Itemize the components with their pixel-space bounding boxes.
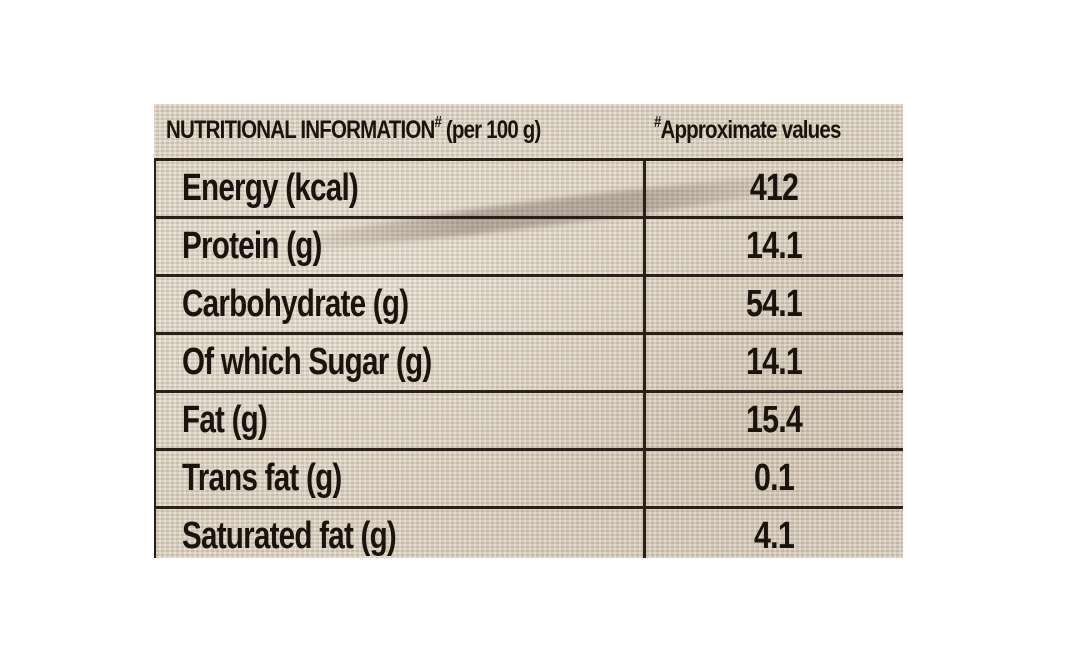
nutrition-table: Energy (kcal) 412 Protein (g) 14.1 Carbo… (154, 161, 903, 558)
nutrient-name: Of which Sugar (g) (182, 341, 432, 383)
table-row: Protein (g) 14.1 (154, 219, 903, 277)
header-note-mark: # (654, 114, 661, 131)
table-row: Of which Sugar (g) 14.1 (154, 335, 903, 393)
nutrient-value: 15.4 (746, 399, 803, 441)
nutrient-name: Carbohydrate (g) (182, 283, 409, 325)
header-title: NUTRITIONAL INFORMATION# (per 100 g) (166, 114, 541, 145)
nutrient-name: Trans fat (g) (182, 457, 342, 499)
nutrition-label: NUTRITIONAL INFORMATION# (per 100 g) #Ap… (154, 104, 903, 558)
table-row: Fat (g) 15.4 (154, 393, 903, 451)
nutrient-value: 14.1 (746, 341, 803, 383)
nutrient-name: Energy (kcal) (182, 167, 359, 209)
table-row: Energy (kcal) 412 (154, 161, 903, 219)
table-row: Carbohydrate (g) 54.1 (154, 277, 903, 335)
nutrient-value: 4.1 (754, 515, 795, 557)
table-header: NUTRITIONAL INFORMATION# (per 100 g) #Ap… (154, 104, 903, 161)
table-row: Trans fat (g) 0.1 (154, 451, 903, 509)
header-title-mark: # (434, 114, 441, 131)
column-divider (643, 161, 646, 558)
table-left-border (154, 161, 156, 558)
nutrient-value: 14.1 (746, 225, 803, 267)
header-note-text: Approximate values (660, 116, 841, 144)
header-title-text: NUTRITIONAL INFORMATION (166, 116, 435, 144)
nutrient-value: 412 (749, 167, 799, 209)
header-title-suffix: (per 100 g) (440, 116, 541, 144)
nutrient-value: 54.1 (746, 283, 803, 325)
nutrient-name: Saturated fat (g) (182, 515, 397, 557)
header-note: #Approximate values (654, 114, 841, 145)
nutrient-name: Protein (g) (182, 225, 322, 267)
table-row: Saturated fat (g) 4.1 (154, 509, 903, 558)
nutrient-value: 0.1 (754, 457, 795, 499)
nutrient-name: Fat (g) (182, 399, 268, 441)
